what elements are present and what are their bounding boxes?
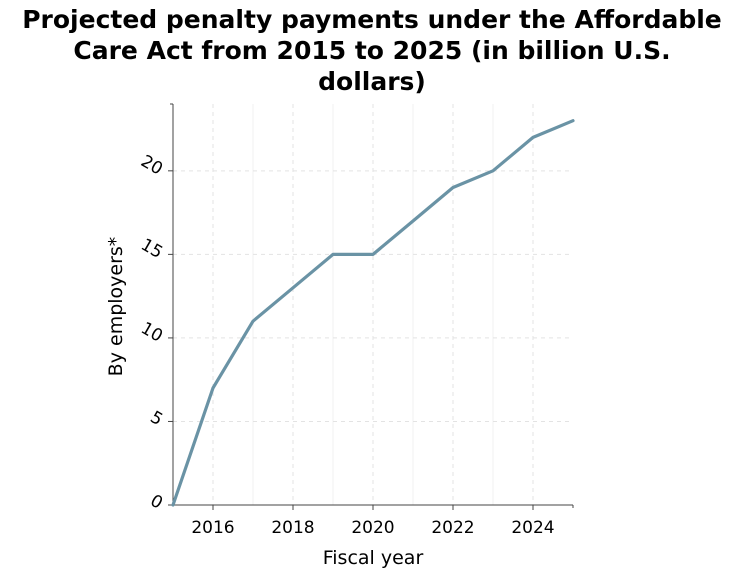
y-tick-label: 0 <box>147 491 166 514</box>
grid <box>173 104 573 505</box>
chart-title-line-3: dollars) <box>318 67 426 96</box>
x-tick-label: 2020 <box>351 518 394 538</box>
y-ticks: 0 5 10 15 20 <box>137 151 173 514</box>
x-ticks: 2016 2018 2020 2022 2024 <box>191 505 555 538</box>
y-tick-label: 5 <box>147 407 166 430</box>
series-line <box>171 119 575 507</box>
y-tick-label: 15 <box>137 235 166 263</box>
x-tick-label: 2018 <box>271 518 314 538</box>
series-layer <box>171 119 575 507</box>
y-axis-label: By employers* <box>105 237 127 377</box>
x-tick-label: 2024 <box>511 518 554 538</box>
x-axis-label: Fiscal year <box>323 547 424 569</box>
chart-title: Projected penalty payments under the Aff… <box>0 4 744 97</box>
axes <box>170 103 574 508</box>
y-tick-label: 10 <box>137 318 166 346</box>
x-tick-label: 2022 <box>431 518 474 538</box>
x-tick-label: 2016 <box>191 518 234 538</box>
chart-title-line-2: Care Act from 2015 to 2025 (in billion U… <box>73 36 671 65</box>
y-tick-label: 20 <box>137 151 166 179</box>
chart-title-line-1: Projected penalty payments under the Aff… <box>22 5 722 34</box>
